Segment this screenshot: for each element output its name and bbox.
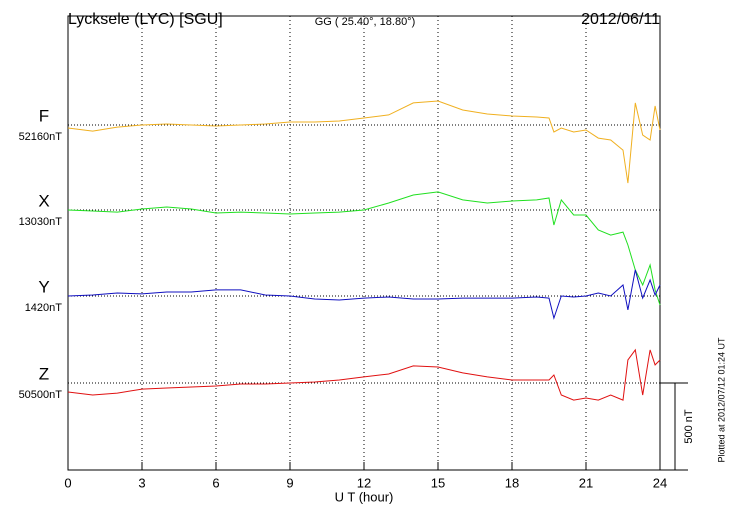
baseline-label: 13030nT xyxy=(19,216,63,228)
x-axis-label: U T (hour) xyxy=(335,489,394,504)
baseline-label: 1420nT xyxy=(25,302,63,314)
x-tick-label: 3 xyxy=(138,475,145,490)
x-tick-label: 0 xyxy=(64,475,71,490)
x-tick-label: 15 xyxy=(431,475,445,490)
chart-title: Lycksele (LYC) [SGU] xyxy=(68,11,223,28)
x-tick-label: 9 xyxy=(286,475,293,490)
x-tick-label: 6 xyxy=(212,475,219,490)
footnote: Plotted at 2012/07/12 01:24 UT xyxy=(716,337,726,463)
series-name: Z xyxy=(39,364,49,383)
chart-date: 2012/06/11 xyxy=(581,11,660,28)
baseline-label: 50500nT xyxy=(19,389,63,401)
series-line xyxy=(67,100,661,184)
series-name: Y xyxy=(38,277,49,296)
baseline-label: 52160nT xyxy=(19,131,63,143)
chart-subtitle: GG ( 25.40°, 18.80°) xyxy=(315,16,416,28)
series-line xyxy=(67,269,661,320)
x-tick-label: 18 xyxy=(505,475,519,490)
series-name: F xyxy=(39,106,49,125)
x-tick-label: 24 xyxy=(653,475,667,490)
x-tick-label: 12 xyxy=(357,475,371,490)
series-line xyxy=(67,348,661,401)
x-tick-label: 21 xyxy=(579,475,593,490)
scale-label: 500 nT xyxy=(683,409,695,444)
series-name: X xyxy=(38,191,49,210)
series-line xyxy=(67,191,661,306)
